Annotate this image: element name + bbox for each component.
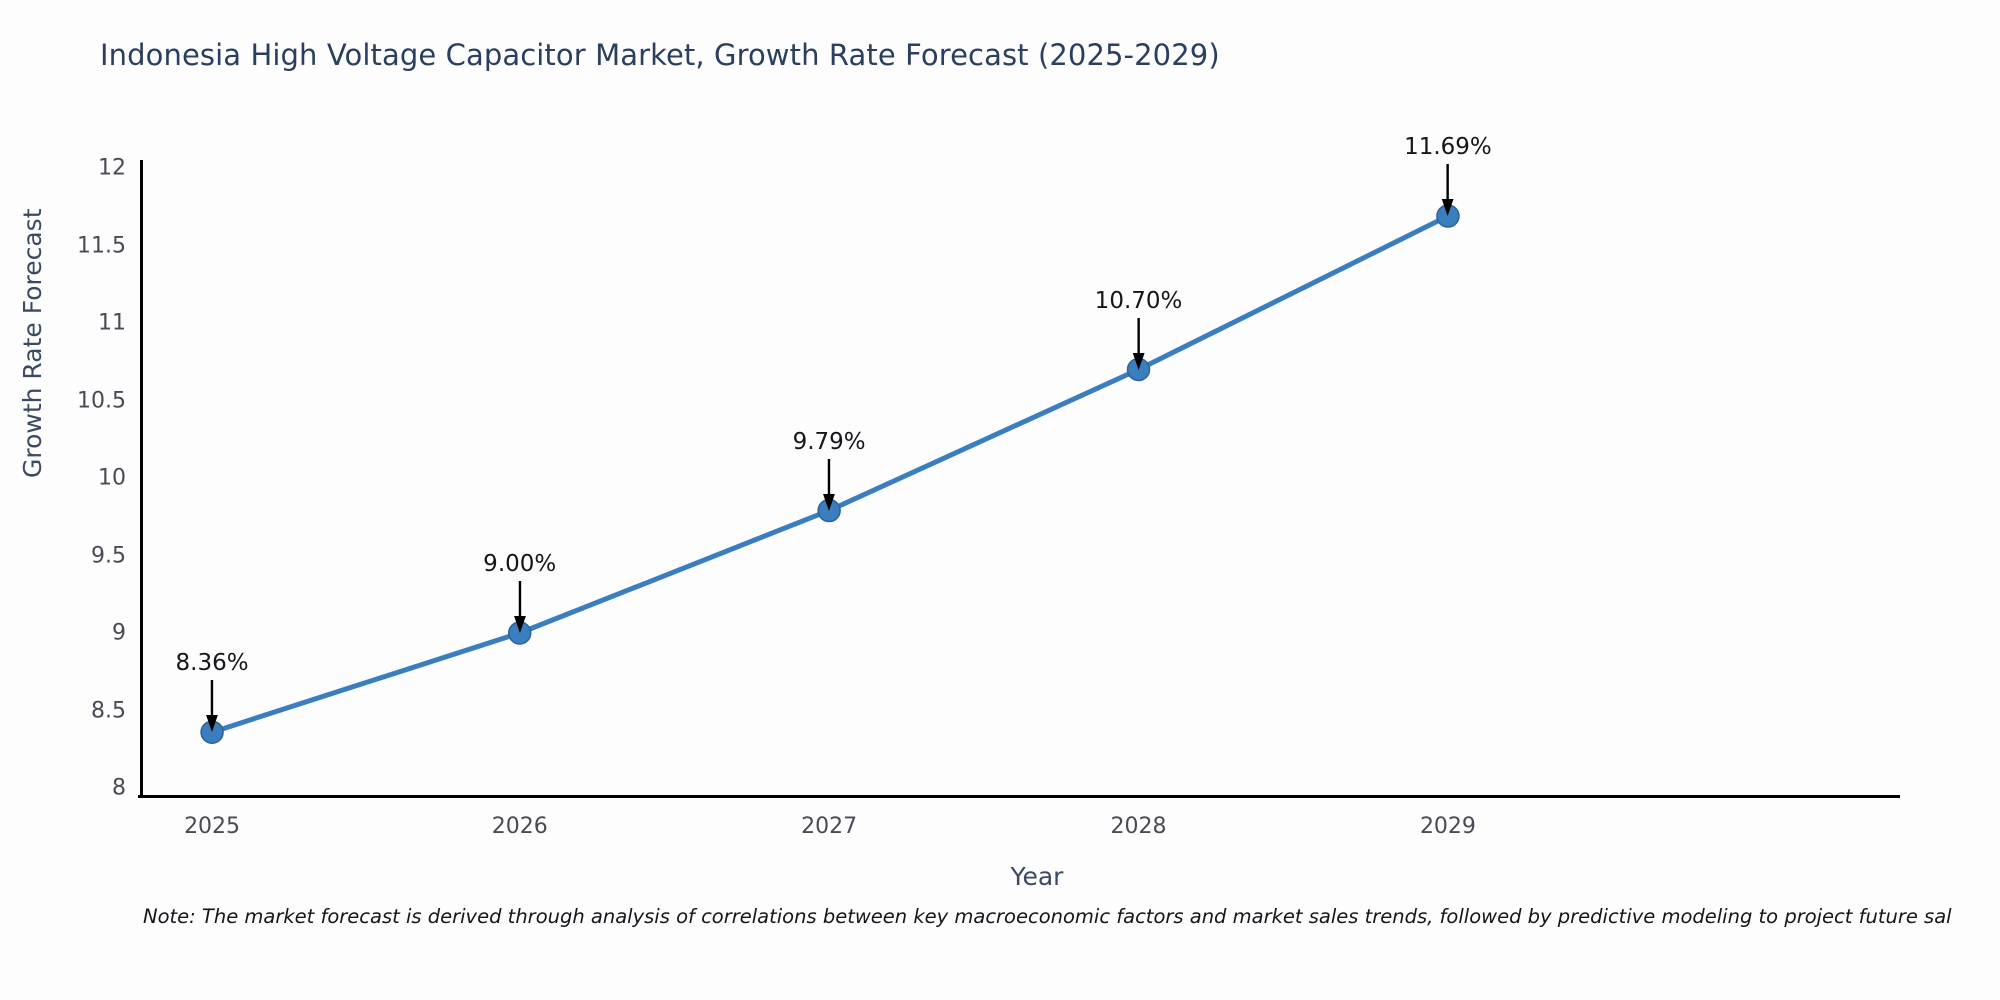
plot-area: 12 11.5 11 10.5 10 9.5 9 8.5 8 2025 2026… <box>77 134 1900 839</box>
x-axis-tick-label: 2029 <box>1419 814 1476 839</box>
x-axis-tick-label: 2026 <box>491 814 548 839</box>
chart-title: Indonesia High Voltage Capacitor Market,… <box>100 38 1220 72</box>
x-axis-spine <box>138 795 1900 798</box>
y-axis-tick-label: 9 <box>112 620 126 646</box>
y-axis-tick-label: 11.5 <box>77 233 126 258</box>
x-axis-title-text: Year <box>1010 862 1064 891</box>
data-point-marker <box>507 621 532 645</box>
data-point-marker <box>817 498 841 523</box>
x-axis-tick-label: 2027 <box>801 814 858 839</box>
data-series-line <box>200 204 1460 744</box>
y-axis-tick-label: 8 <box>112 775 126 801</box>
x-axis-title: Year <box>0 862 2000 891</box>
y-axis-tick-label: 12 <box>98 155 126 181</box>
y-axis-spine <box>140 160 143 796</box>
line-path <box>209 213 1451 735</box>
chart-footnote: Note: The market forecast is derived thr… <box>143 905 1952 928</box>
y-axis-tick-label: 10.5 <box>77 388 126 413</box>
y-axis-title: Growth Rate Forecast <box>18 208 47 479</box>
y-axis-tick-label: 9.5 <box>91 543 126 568</box>
data-point-marker <box>200 720 224 744</box>
y-axis-tick-label: 10 <box>98 465 126 491</box>
data-point-label: 11.69% <box>1404 134 1492 161</box>
y-axis-tick-label: 8.5 <box>91 698 126 723</box>
marker-group <box>200 204 1460 744</box>
x-axis-tick-label: 2025 <box>184 814 241 839</box>
data-point-marker <box>1436 204 1460 228</box>
y-axis-tick-label: 11 <box>98 310 126 336</box>
x-axis-tick-label: 2028 <box>1110 814 1167 839</box>
data-point-marker <box>1126 357 1151 382</box>
